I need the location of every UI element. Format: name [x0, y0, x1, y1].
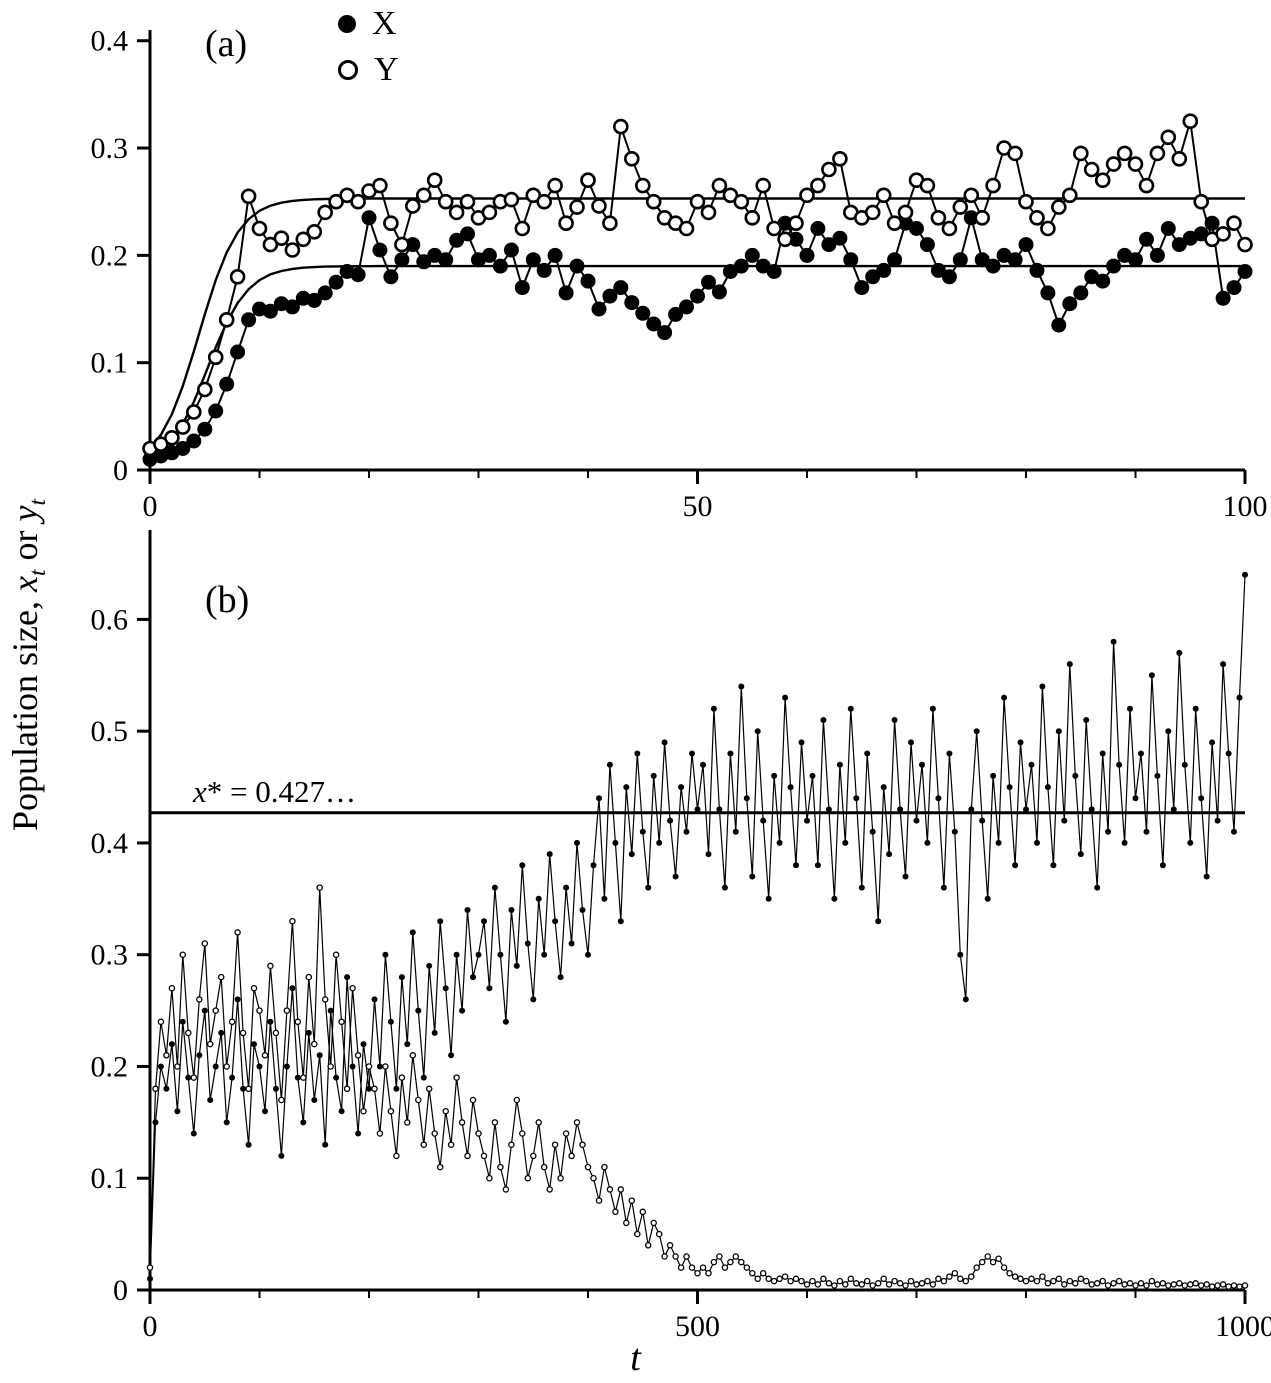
- svg-text:1000: 1000: [1215, 1310, 1271, 1343]
- svg-text:0.3: 0.3: [91, 939, 129, 972]
- y-axis-title-y-sub: t: [25, 499, 52, 506]
- y-axis-title-prefix: Population size,: [4, 591, 45, 831]
- svg-text:0.4: 0.4: [91, 827, 129, 860]
- svg-text:0.1: 0.1: [91, 347, 129, 380]
- svg-text:0.4: 0.4: [91, 25, 129, 58]
- y-axis-title-x-sub: t: [25, 569, 52, 577]
- svg-text:0.2: 0.2: [91, 239, 129, 272]
- svg-text:100: 100: [1223, 490, 1268, 523]
- panel-a-label: (a): [205, 23, 248, 65]
- legend-label-x: X: [372, 5, 397, 42]
- svg-text:0: 0: [113, 1274, 128, 1307]
- svg-text:0.3: 0.3: [91, 132, 129, 165]
- y-axis-title: Population size, xt or yt: [4, 499, 52, 831]
- svg-text:0.5: 0.5: [91, 715, 129, 748]
- svg-text:50: 50: [683, 490, 713, 523]
- legend: X Y: [338, 4, 399, 90]
- y-axis-title-or: or: [4, 521, 45, 570]
- legend-label-y: Y: [374, 51, 399, 88]
- panel-b-label: (b): [205, 579, 250, 621]
- annotation-value: * = 0.427…: [206, 774, 356, 809]
- annotation-var: x: [193, 774, 207, 809]
- svg-text:0.2: 0.2: [91, 1050, 129, 1083]
- svg-text:0.6: 0.6: [91, 603, 129, 636]
- legend-item-x: X: [338, 4, 399, 44]
- y-axis-title-x: x: [4, 576, 45, 592]
- x-axis-title: t: [630, 1337, 641, 1379]
- y-axis-title-y: y: [4, 505, 45, 522]
- svg-text:500: 500: [675, 1310, 720, 1343]
- equilibrium-annotation: x* = 0.427…: [193, 774, 356, 810]
- legend-item-y: Y: [338, 50, 399, 90]
- filled-circle-icon: [338, 15, 356, 33]
- svg-text:0: 0: [113, 454, 128, 487]
- svg-text:0: 0: [143, 1310, 158, 1343]
- open-circle-icon: [338, 60, 358, 80]
- svg-text:0.1: 0.1: [91, 1162, 129, 1195]
- svg-text:0: 0: [143, 490, 158, 523]
